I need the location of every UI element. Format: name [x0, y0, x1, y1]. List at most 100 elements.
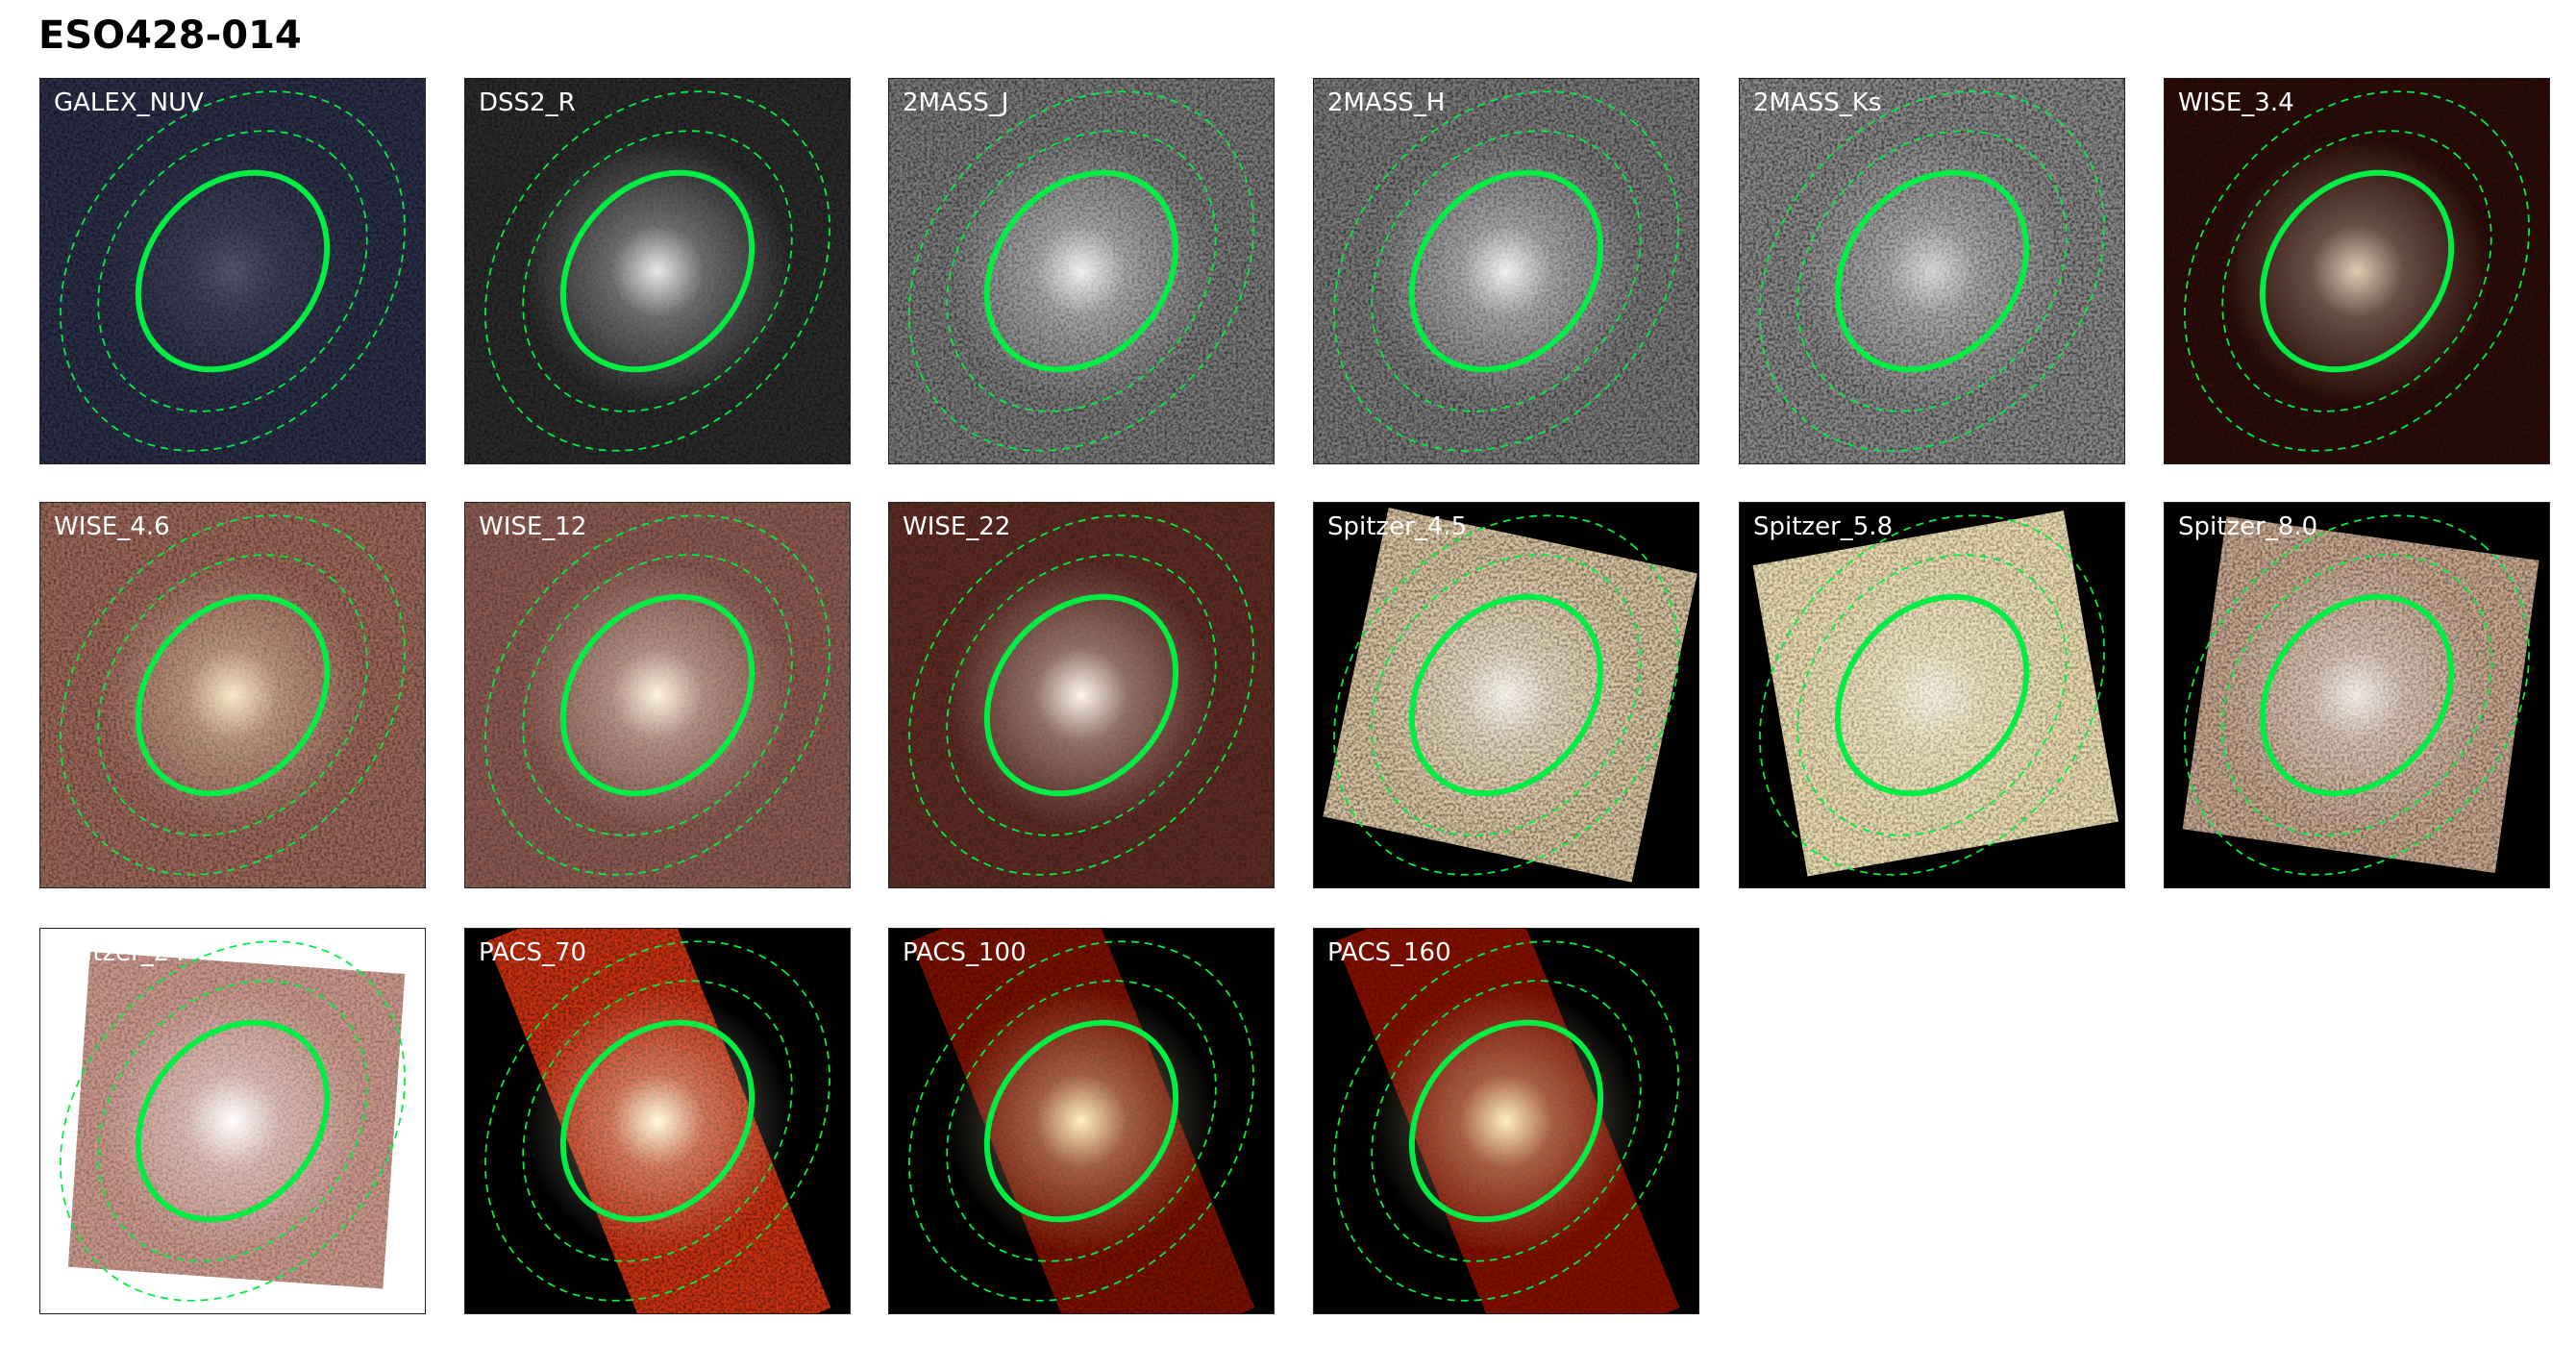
panel-label: Spitzer_8.0 [2178, 512, 2318, 541]
galaxy-core [2222, 137, 2491, 406]
panel-label: 2MASS_J [903, 88, 1009, 117]
image-panel-pacs-160: PACS_160 [1313, 928, 1699, 1314]
inner-annulus-ellipse [1796, 130, 2068, 412]
aperture-ellipse [983, 593, 1179, 797]
galaxy-core [523, 137, 792, 406]
panel-image [1740, 79, 2124, 463]
aperture-ellipse [1408, 593, 1604, 797]
panel-label: WISE_4.6 [54, 512, 170, 541]
image-panel-wise-3-4: WISE_3.4 [2164, 78, 2550, 464]
panel-image [1314, 79, 1698, 463]
galaxy-core [1797, 137, 2067, 406]
panel-image [60, 940, 406, 1302]
inner-annulus-ellipse [522, 554, 793, 836]
aperture-ellipse [1834, 593, 2030, 797]
outer-annulus-ellipse [908, 940, 1254, 1302]
inner-annulus-ellipse [97, 980, 368, 1262]
image-panel-spitzer-8-0: Spitzer_8.0 [2164, 502, 2550, 888]
inner-annulus-ellipse [97, 554, 368, 836]
panel-image [2182, 514, 2539, 876]
inner-annulus-ellipse [1371, 130, 1642, 412]
galaxy-core [1797, 561, 2067, 830]
galaxy-core [1372, 986, 1641, 1256]
panel-label: DSS2_R [479, 88, 576, 117]
panel-label: WISE_12 [479, 512, 587, 541]
aperture-ellipse [1408, 169, 1604, 373]
outer-annulus-ellipse [908, 90, 1254, 452]
panel-image [889, 79, 1274, 463]
outer-annulus-ellipse [60, 514, 406, 876]
outer-annulus-ellipse [484, 940, 830, 1302]
figure-title: ESO428-014 [38, 13, 302, 58]
inner-annulus-ellipse [522, 980, 793, 1262]
panel-image [465, 79, 850, 463]
panel-image [2165, 79, 2549, 463]
image-panel-2mass-h: 2MASS_H [1313, 78, 1699, 464]
outer-annulus-ellipse [1333, 90, 1679, 452]
image-panel-wise-4-6: WISE_4.6 [39, 502, 426, 888]
galaxy-core [98, 561, 367, 830]
panel-image [1323, 508, 1697, 883]
panel-label: WISE_22 [903, 512, 1011, 541]
galaxy-core [98, 986, 367, 1256]
aperture-ellipse [2259, 169, 2455, 373]
image-panel-wise-22: WISE_22 [888, 502, 1275, 888]
panel-image [1752, 511, 2118, 877]
galaxy-core [947, 561, 1216, 830]
image-panel-dss2-r: DSS2_R [464, 78, 851, 464]
outer-annulus-ellipse [1759, 514, 2105, 876]
panel-label: PACS_70 [479, 938, 587, 967]
panel-image [484, 929, 831, 1313]
aperture-ellipse [559, 1019, 755, 1223]
image-panel-pacs-70: PACS_70 [464, 928, 851, 1314]
galaxy-core [1372, 137, 1641, 406]
image-panel-2mass-j: 2MASS_J [888, 78, 1275, 464]
galaxy-core [947, 137, 1216, 406]
outer-annulus-ellipse [2184, 90, 2530, 452]
galaxy-core [2222, 561, 2491, 830]
panel-image [908, 929, 1255, 1313]
outer-annulus-ellipse [1333, 940, 1679, 1302]
aperture-ellipse [983, 169, 1179, 373]
galaxy-core [523, 561, 792, 830]
panel-label: Spitzer_24 [54, 938, 186, 967]
panel-image [889, 503, 1274, 887]
galaxy-core [947, 986, 1216, 1256]
inner-annulus-ellipse [946, 554, 1217, 836]
panel-image [40, 79, 425, 463]
image-panel-pacs-100: PACS_100 [888, 928, 1275, 1314]
inner-annulus-ellipse [946, 130, 1217, 412]
aperture-ellipse [1834, 169, 2030, 373]
image-panel-spitzer-5-8: Spitzer_5.8 [1739, 502, 2125, 888]
inner-annulus-ellipse [97, 130, 368, 412]
aperture-ellipse [135, 169, 331, 373]
panel-label: PACS_160 [1327, 938, 1451, 967]
galaxy-core [98, 137, 367, 406]
aperture-ellipse [135, 1019, 331, 1223]
outer-annulus-ellipse [1333, 514, 1679, 876]
panel-label: 2MASS_H [1327, 88, 1446, 117]
aperture-ellipse [559, 169, 755, 373]
inner-annulus-ellipse [1796, 554, 2068, 836]
inner-annulus-ellipse [1371, 980, 1642, 1262]
panel-label: Spitzer_5.8 [1753, 512, 1894, 541]
panel-label: Spitzer_4.5 [1327, 512, 1468, 541]
panel-label: WISE_3.4 [2178, 88, 2294, 117]
inner-annulus-ellipse [1371, 554, 1642, 836]
image-panel-wise-12: WISE_12 [464, 502, 851, 888]
inner-annulus-ellipse [946, 980, 1217, 1262]
panel-label: GALEX_NUV [54, 88, 204, 117]
inner-annulus-ellipse [2221, 130, 2492, 412]
outer-annulus-ellipse [484, 514, 830, 876]
outer-annulus-ellipse [908, 514, 1254, 876]
panel-image [465, 503, 850, 887]
galaxy-core [523, 986, 792, 1256]
outer-annulus-ellipse [484, 90, 830, 452]
inner-annulus-ellipse [2221, 554, 2492, 836]
inner-annulus-ellipse [522, 130, 793, 412]
image-panel-galex-nuv: GALEX_NUV [39, 78, 426, 464]
outer-annulus-ellipse [2184, 514, 2530, 876]
image-panel-spitzer-4-5: Spitzer_4.5 [1313, 502, 1699, 888]
image-panel-2mass-ks: 2MASS_Ks [1739, 78, 2125, 464]
panel-image [40, 503, 425, 887]
